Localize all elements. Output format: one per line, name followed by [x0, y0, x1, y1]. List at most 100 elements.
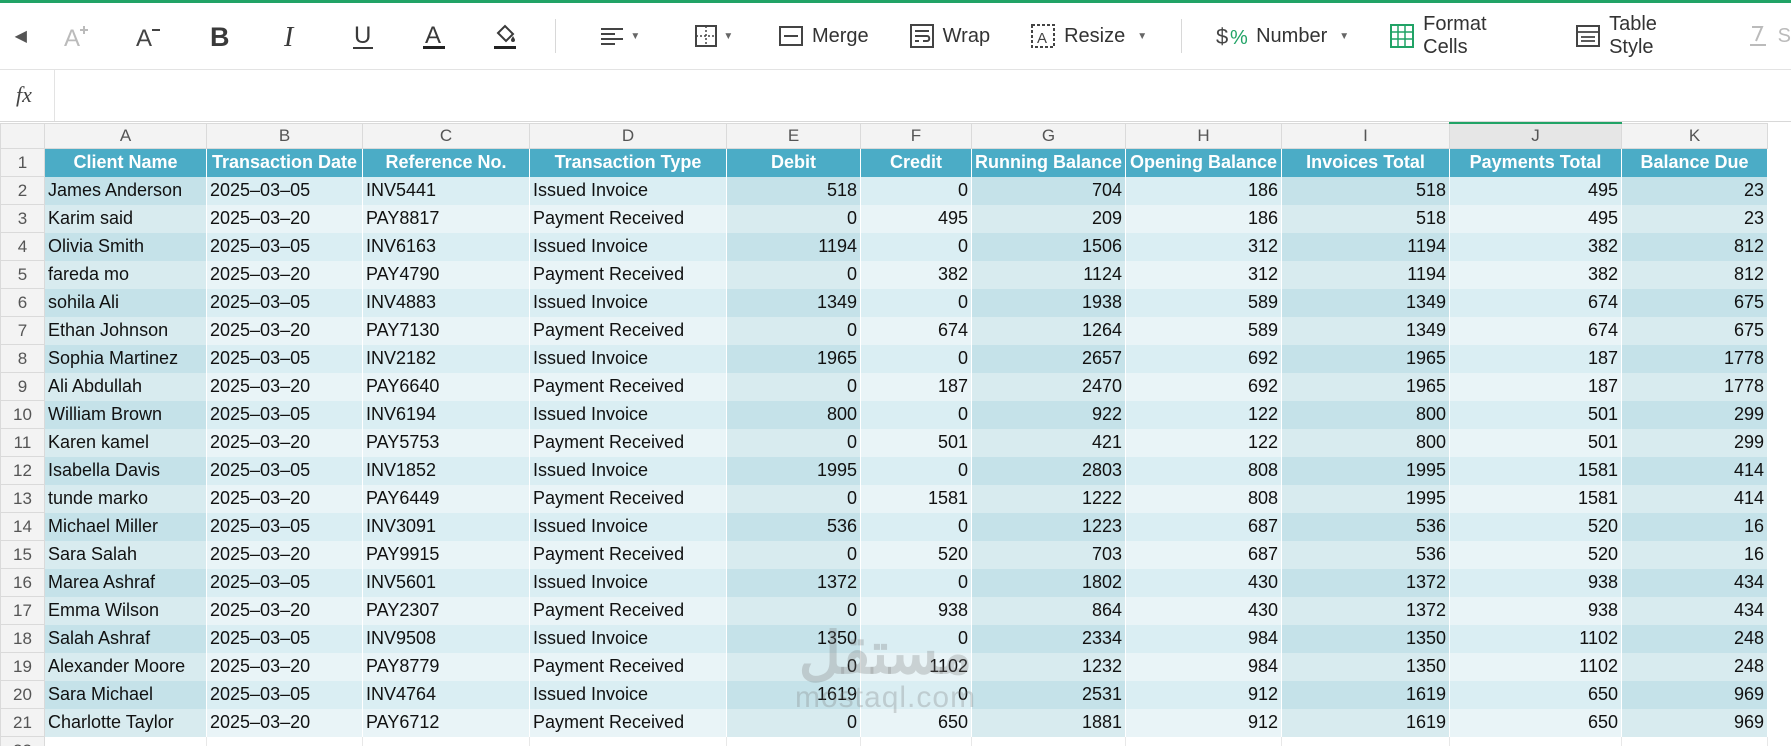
table-cell[interactable]: 800: [1281, 400, 1451, 429]
table-cell[interactable]: 0: [726, 316, 861, 345]
table-cell[interactable]: Issued Invoice: [529, 400, 727, 429]
header-cell[interactable]: Reference No.: [362, 148, 530, 177]
font-color-icon[interactable]: A: [398, 14, 469, 58]
table-cell[interactable]: Payment Received: [529, 652, 727, 681]
table-cell[interactable]: 2025–03–05: [206, 512, 363, 541]
table-cell[interactable]: 2657: [971, 344, 1127, 373]
table-cell[interactable]: Emma Wilson: [44, 596, 207, 625]
table-cell[interactable]: 589: [1125, 316, 1283, 345]
table-cell[interactable]: 0: [726, 204, 861, 233]
empty-cell[interactable]: [206, 736, 363, 746]
row-number[interactable]: 19: [0, 652, 45, 681]
bold-icon[interactable]: B: [184, 14, 255, 58]
table-cell[interactable]: William Brown: [44, 400, 207, 429]
table-cell[interactable]: 1778: [1621, 372, 1769, 401]
table-cell[interactable]: 434: [1621, 568, 1769, 597]
row-number[interactable]: 18: [0, 624, 45, 653]
table-cell[interactable]: 938: [1449, 596, 1623, 625]
header-cell[interactable]: Running Balance: [971, 148, 1127, 177]
table-cell[interactable]: 23: [1621, 176, 1769, 205]
table-cell[interactable]: 969: [1621, 680, 1769, 709]
table-cell[interactable]: 1102: [860, 652, 972, 681]
table-cell[interactable]: 122: [1125, 400, 1283, 429]
table-cell[interactable]: 1372: [726, 568, 861, 597]
empty-cell[interactable]: [971, 736, 1127, 746]
table-cell[interactable]: 0: [860, 624, 972, 653]
table-cell[interactable]: 1102: [1449, 652, 1623, 681]
table-cell[interactable]: 0: [860, 288, 972, 317]
table-cell[interactable]: 2025–03–20: [206, 540, 363, 569]
table-cell[interactable]: PAY2307: [362, 596, 530, 625]
table-cell[interactable]: 1194: [1281, 260, 1451, 289]
table-cell[interactable]: 122: [1125, 428, 1283, 457]
row-number[interactable]: 5: [0, 260, 45, 289]
table-cell[interactable]: 2025–03–05: [206, 400, 363, 429]
table-cell[interactable]: 518: [726, 176, 861, 205]
table-cell[interactable]: 382: [860, 260, 972, 289]
table-cell[interactable]: 1194: [726, 232, 861, 261]
table-cell[interactable]: Charlotte Taylor: [44, 708, 207, 737]
table-cell[interactable]: 0: [860, 344, 972, 373]
table-cell[interactable]: 912: [1125, 680, 1283, 709]
table-cell[interactable]: 800: [726, 400, 861, 429]
table-cell[interactable]: 1995: [1281, 484, 1451, 513]
table-cell[interactable]: 414: [1621, 456, 1769, 485]
table-cell[interactable]: 0: [726, 596, 861, 625]
table-cell[interactable]: 1222: [971, 484, 1127, 513]
row-number[interactable]: 20: [0, 680, 45, 709]
table-cell[interactable]: 248: [1621, 624, 1769, 653]
table-cell[interactable]: INV3091: [362, 512, 530, 541]
table-cell[interactable]: 1581: [1449, 484, 1623, 513]
row-number[interactable]: 13: [0, 484, 45, 513]
table-cell[interactable]: INV6194: [362, 400, 530, 429]
table-cell[interactable]: 675: [1621, 288, 1769, 317]
table-cell[interactable]: INV5441: [362, 176, 530, 205]
row-number[interactable]: 4: [0, 232, 45, 261]
table-cell[interactable]: 536: [726, 512, 861, 541]
table-cell[interactable]: 808: [1125, 456, 1283, 485]
table-cell[interactable]: 969: [1621, 708, 1769, 737]
wrap-button[interactable]: Wrap: [889, 14, 1010, 58]
table-cell[interactable]: 495: [860, 204, 972, 233]
table-cell[interactable]: 0: [726, 708, 861, 737]
empty-cell[interactable]: [1281, 736, 1451, 746]
empty-cell[interactable]: [1621, 736, 1769, 746]
row-number[interactable]: 10: [0, 400, 45, 429]
table-cell[interactable]: 0: [860, 232, 972, 261]
table-cell[interactable]: 650: [1449, 680, 1623, 709]
table-cell[interactable]: 430: [1125, 568, 1283, 597]
table-cell[interactable]: 687: [1125, 540, 1283, 569]
table-cell[interactable]: 2025–03–05: [206, 232, 363, 261]
table-cell[interactable]: PAY6712: [362, 708, 530, 737]
table-style-button[interactable]: Table Style: [1555, 13, 1726, 58]
table-cell[interactable]: 1802: [971, 568, 1127, 597]
column-header[interactable]: J: [1449, 122, 1623, 149]
table-cell[interactable]: 692: [1125, 344, 1283, 373]
table-cell[interactable]: 922: [971, 400, 1127, 429]
table-cell[interactable]: 186: [1125, 176, 1283, 205]
table-cell[interactable]: 1619: [726, 680, 861, 709]
table-cell[interactable]: Issued Invoice: [529, 232, 727, 261]
table-cell[interactable]: INV2182: [362, 344, 530, 373]
table-cell[interactable]: fareda mo: [44, 260, 207, 289]
select-all-corner[interactable]: [0, 122, 45, 149]
header-cell[interactable]: Opening Balance: [1125, 148, 1283, 177]
table-cell[interactable]: 518: [1281, 204, 1451, 233]
table-cell[interactable]: 382: [1449, 260, 1623, 289]
column-header[interactable]: H: [1125, 122, 1283, 149]
table-cell[interactable]: 1372: [1281, 568, 1451, 597]
table-cell[interactable]: INV4764: [362, 680, 530, 709]
table-cell[interactable]: 1264: [971, 316, 1127, 345]
table-cell[interactable]: 1349: [726, 288, 861, 317]
table-cell[interactable]: Payment Received: [529, 708, 727, 737]
table-cell[interactable]: James Anderson: [44, 176, 207, 205]
table-cell[interactable]: 299: [1621, 400, 1769, 429]
table-cell[interactable]: 800: [1281, 428, 1451, 457]
table-cell[interactable]: 0: [860, 400, 972, 429]
table-cell[interactable]: PAY7130: [362, 316, 530, 345]
table-cell[interactable]: Issued Invoice: [529, 176, 727, 205]
table-cell[interactable]: 984: [1125, 624, 1283, 653]
table-cell[interactable]: 0: [726, 652, 861, 681]
header-cell[interactable]: Debit: [726, 148, 861, 177]
table-cell[interactable]: Issued Invoice: [529, 288, 727, 317]
